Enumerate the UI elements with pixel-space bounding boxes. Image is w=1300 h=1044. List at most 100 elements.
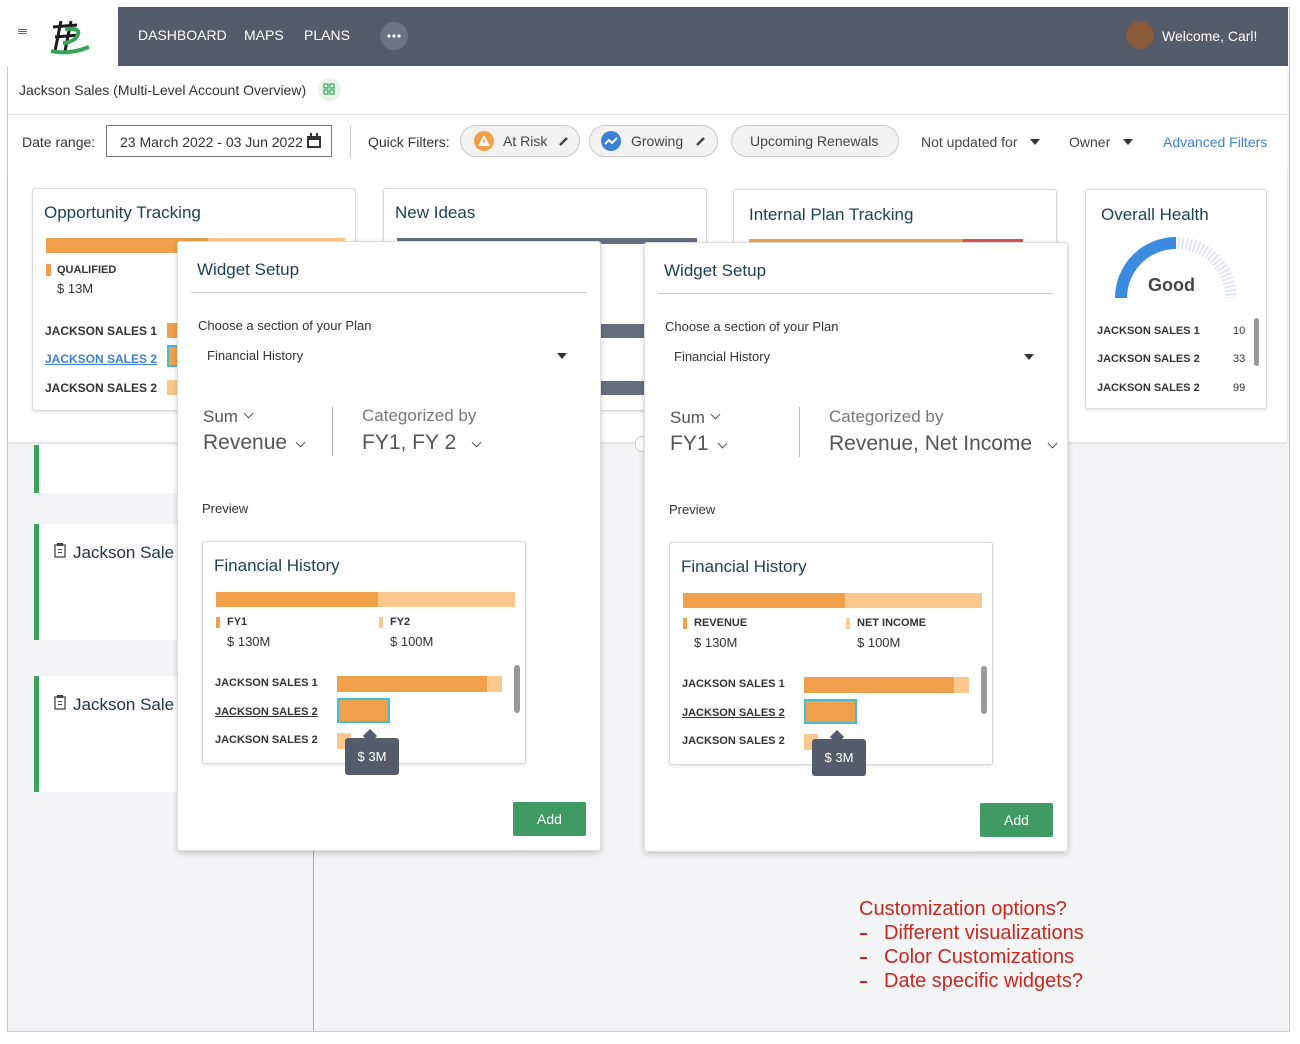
row-label: JACKSON SALES 1 [682, 678, 785, 690]
account-card[interactable]: Jackson Sale [34, 676, 189, 792]
preview-card: Financial History REVENUE $ 130M NET INCOME… [669, 542, 993, 776]
widget-title: Opportunity Tracking [44, 203, 201, 222]
nav-link[interactable]: DASHBOARD [138, 27, 227, 43]
dropdown[interactable]: Owner [1069, 134, 1111, 150]
legend-amount: $ 130M [694, 635, 738, 650]
legend-label: FY1 [227, 616, 248, 628]
chevron[interactable] [1047, 438, 1058, 449]
aggregate-select[interactable]: Sum [670, 408, 705, 427]
category-value[interactable]: Revenue, Net Income [829, 432, 1033, 455]
account-name: Jackson Sale [73, 543, 175, 562]
divider [8, 114, 1287, 115]
legend-label: QUALIFIED [57, 264, 117, 276]
bullet [860, 933, 867, 935]
add-button[interactable]: Add [513, 802, 586, 836]
navbar [7, 7, 1288, 66]
row-bar [487, 676, 502, 692]
category-value[interactable]: FY1, FY 2 [362, 431, 457, 454]
row-label: JACKSON SALES 2 [215, 734, 318, 746]
select-value[interactable]: Financial History [207, 348, 304, 363]
logo [50, 20, 90, 55]
widget-title: Internal Plan Tracking [749, 205, 914, 224]
scrollbar[interactable] [1254, 318, 1259, 366]
divider [658, 293, 1053, 294]
bar-segment [683, 593, 845, 608]
chevron[interactable] [710, 409, 721, 420]
row-label: JACKSON SALES 1 [1097, 325, 1200, 337]
calendar-icon [307, 133, 321, 148]
nav-link[interactable]: MAPS [244, 27, 284, 43]
row-link[interactable]: JACKSON SALES 2 [682, 706, 785, 719]
caret [557, 353, 567, 359]
note-title: Customization options? [859, 898, 1067, 920]
tooltip: $ 3M [345, 738, 399, 775]
legend-amount: $ 13M [57, 281, 94, 296]
bullet [860, 981, 867, 983]
panel-title: Widget Setup [664, 261, 767, 280]
page-title: Jackson Sales (Multi-Level Account Overv… [19, 82, 307, 98]
aggregate-field[interactable]: FY1 [670, 432, 709, 455]
menu-icon[interactable] [18, 29, 27, 32]
nav-link[interactable]: PLANS [304, 27, 350, 43]
field-label: Choose a section of your Plan [198, 318, 372, 333]
scrollbar[interactable] [514, 665, 520, 713]
chip-label: Upcoming Renewals [750, 133, 879, 149]
dropdown[interactable]: Not updated for [921, 134, 1018, 150]
aggregate-field[interactable]: Revenue [203, 431, 288, 454]
chevron[interactable] [717, 438, 728, 449]
filter-chip[interactable]: Growing [589, 125, 718, 157]
row-bar[interactable] [804, 699, 857, 724]
account-card[interactable]: Jackson Sale [34, 524, 189, 640]
chevron[interactable] [471, 437, 482, 448]
add-button[interactable]: Add [980, 803, 1053, 837]
row-bar [954, 677, 969, 693]
legend-label: NET INCOME [857, 617, 927, 629]
grid-icon[interactable] [318, 78, 341, 101]
chevron[interactable] [243, 408, 254, 419]
chip-label: Growing [631, 133, 684, 149]
preview-title: Financial History [214, 556, 340, 575]
divider [191, 292, 586, 293]
legend-marker [683, 618, 687, 629]
avatar[interactable] [1126, 21, 1154, 49]
row-link[interactable]: JACKSON SALES 2 [215, 705, 318, 718]
caret [1024, 354, 1034, 360]
field-label: Categorized by [829, 407, 944, 426]
field-label: Preview [202, 501, 249, 516]
advanced-filters-link[interactable]: Advanced Filters [1163, 134, 1268, 150]
bar-segment [845, 593, 982, 608]
row-bar [804, 677, 954, 693]
bar-segment [216, 592, 378, 607]
date-input[interactable]: 23 March 2022 - 03 Jun 2022 [106, 125, 332, 157]
more-button[interactable] [380, 22, 408, 50]
select-value[interactable]: Financial History [674, 349, 771, 364]
row-label: JACKSON SALES 2 [1097, 353, 1200, 365]
divider [350, 125, 351, 158]
legend-amount: $ 100M [857, 635, 901, 650]
bar-segment [963, 239, 1023, 244]
date-value: 23 March 2022 - 03 Jun 2022 [120, 134, 303, 150]
chevron[interactable] [295, 437, 306, 448]
widget-setup-panel: Widget Setup Choose a section of your Pla… [177, 241, 601, 851]
legend-label: REVENUE [694, 617, 748, 629]
legend-amount: $ 130M [227, 634, 271, 649]
aggregate-select[interactable]: Sum [203, 407, 238, 426]
date-label: Date range: [22, 134, 96, 150]
tooltip: $ 3M [812, 739, 866, 776]
scrollbar[interactable] [981, 666, 987, 714]
welcome-text: Welcome, Carl! [1162, 28, 1258, 44]
gauge-label: Good [1148, 275, 1195, 295]
bullet [860, 957, 867, 959]
row-value: 99 [1233, 382, 1246, 394]
row-label: JACKSON SALES 2 [682, 735, 785, 747]
row-link[interactable]: JACKSON SALES 2 [45, 352, 158, 366]
account-name: Jackson Sale [73, 695, 175, 714]
chip-label: At Risk [503, 133, 548, 149]
row-bar[interactable] [337, 698, 390, 723]
field-label: Preview [669, 502, 716, 517]
note-item: Different visualizations [884, 922, 1084, 944]
filter-chip[interactable]: At Risk [460, 125, 580, 157]
widget-setup-panel: Widget Setup Choose a section of your Pla… [644, 242, 1068, 852]
filter-chip[interactable]: Upcoming Renewals [731, 125, 899, 157]
bar-segment [378, 592, 515, 607]
